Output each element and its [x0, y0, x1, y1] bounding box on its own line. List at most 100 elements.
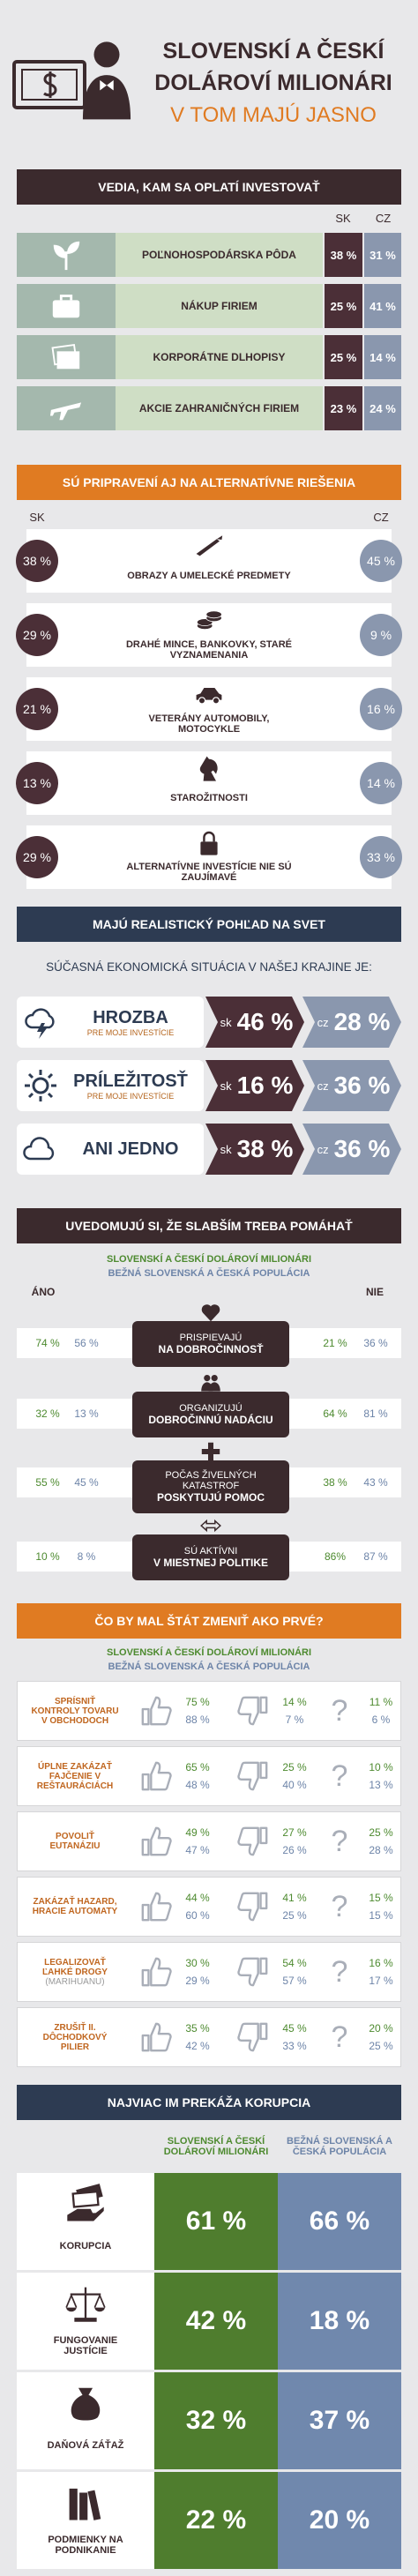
thumb-up	[139, 1825, 173, 1858]
icon-shape	[141, 2022, 172, 2052]
icon-shape	[141, 1892, 172, 1922]
icon-shape	[52, 300, 80, 318]
state-note: (MARIHUANU)	[45, 1976, 105, 1987]
no-values: 27 % 26 %	[273, 1811, 316, 1871]
unsure-symbol: ?	[331, 1824, 348, 1858]
thumb-up	[139, 2020, 173, 2054]
icon-shape	[23, 1137, 55, 1161]
unsure-values: 15 % 15 %	[360, 1877, 402, 1937]
icon-shape	[302, 1060, 401, 1111]
help-label-bold: DOBROČINNÚ NADÁCIU	[148, 1414, 273, 1426]
icon-shape	[141, 1696, 172, 1726]
corruption-label: KORUPCIA	[59, 2241, 112, 2251]
icon-shape	[237, 1957, 268, 1987]
icon-shape	[141, 1761, 172, 1791]
yes-values: 35 % 42 %	[176, 2007, 219, 2067]
yes-b: 48 %	[185, 1779, 210, 1791]
column-label: SK	[29, 510, 45, 524]
row-box	[17, 2007, 401, 2067]
icon-shape	[199, 756, 218, 781]
unsure-a: 16 %	[369, 1957, 393, 1969]
thumb-up	[139, 1694, 173, 1728]
icon-shape	[21, 69, 78, 101]
unsure-values: 16 % 17 %	[360, 1942, 402, 2002]
icon-shape	[69, 2488, 101, 2520]
column-label: CZ	[373, 510, 389, 524]
corruption-label: DAŇOVÁ ZÁŤAŽ	[47, 2440, 124, 2451]
cz-value: 14 %	[364, 335, 401, 379]
no-values: 41 % 25 %	[273, 1877, 316, 1937]
no-a: 38 %	[323, 1476, 347, 1489]
title-line: SLOVENSKÍ A ČESKÍ	[162, 38, 384, 63]
yes-b: 88 %	[185, 1714, 210, 1726]
outlook-note: PRE MOJE INVESTÍCIE	[86, 1091, 175, 1101]
icon-shape	[141, 2022, 172, 2052]
icon-shape	[66, 2307, 105, 2312]
corruption-icon	[62, 2383, 109, 2423]
icon-shape	[23, 1137, 55, 1161]
item-icon	[187, 755, 231, 783]
unsure-a: 15 %	[369, 1892, 393, 1904]
no-a: 86%	[324, 1550, 347, 1563]
yes-a: 44 %	[185, 1892, 210, 1904]
help-box: ORGANIZUJÚ DOBROČINNÚ NADÁCIU	[132, 1392, 289, 1437]
thumb-up	[139, 1759, 173, 1793]
sk-value: 25 %	[325, 284, 362, 328]
yes-values: 65 % 48 %	[176, 1746, 219, 1806]
cz-circle: 16 %	[360, 688, 402, 730]
icon-shape	[59, 295, 73, 301]
help-box: POČAS ŽIVELNÝCH KATASTROF POSKYTUJÚ POMOC	[132, 1460, 289, 1513]
item-icon	[187, 829, 231, 857]
corruption-label: FUNGOVANIE JUSTÍCIE	[53, 2335, 118, 2356]
row-label: NÁKUP FIRIEM	[116, 284, 323, 328]
icon-shape	[237, 1826, 268, 1856]
legend-a: SLOVENSKÍ A ČESKÍ DOLÁROVÍ MILIONÁRI	[106, 1254, 312, 1265]
label-group: PRÍLEŽITOSŤ PRE MOJE INVESTÍCIE	[60, 1060, 201, 1111]
icon-shape	[200, 1519, 221, 1533]
icon-shape	[53, 244, 66, 258]
icon-shape	[237, 1761, 268, 1791]
item-icon	[187, 533, 231, 561]
icon-shape	[201, 1442, 220, 1461]
label-box	[17, 997, 204, 1048]
icon-shape	[56, 351, 80, 370]
icon-shape	[196, 688, 222, 705]
section-subtitle: SÚČASNÁ EKONOMICKÁ SITUÁCIA V NAŠEJ KRAJ…	[46, 959, 372, 974]
unsure-symbol: ?	[331, 1954, 348, 1989]
icon-shape	[49, 402, 82, 421]
corruption-icon	[62, 2483, 109, 2523]
icon-shape	[71, 2387, 101, 2421]
cz-group: cz 36 %	[310, 1060, 398, 1111]
cz-value: 36 %	[333, 1071, 391, 1099]
person-icon	[81, 35, 132, 122]
icon-shape	[237, 1761, 268, 1791]
help-label: ORGANIZUJÚ	[179, 1403, 243, 1414]
sk-group: sk 46 %	[213, 997, 301, 1048]
icon-shape	[25, 1008, 55, 1029]
legend-a: SLOVENSKÍ A ČESKÍ DOLÁROVÍ MILIONÁRI	[106, 1647, 312, 1658]
cz-value: 36 %	[333, 1135, 391, 1162]
no-label: NIE	[365, 1286, 384, 1298]
row-icon	[49, 289, 84, 323]
sk-value: 46 %	[236, 1008, 294, 1035]
subtitle: V TOM MAJÚ JASNO	[170, 103, 377, 127]
unsure-values: 25 % 28 %	[360, 1811, 402, 1871]
item-label: STAROŽITNOSTI	[170, 793, 248, 803]
no-b: 25 %	[282, 1909, 307, 1922]
icon-shape	[302, 1060, 401, 1111]
no-a: 54 %	[282, 1957, 307, 1969]
help-icon	[198, 1302, 223, 1323]
yes-a: 10 %	[35, 1550, 60, 1563]
no-b: 33 %	[282, 2040, 307, 2052]
icon-shape	[200, 831, 218, 855]
icon-shape	[25, 1070, 56, 1101]
row-label: POĽNOHOSPODÁRSKA PÔDA	[116, 233, 323, 277]
item-label: DRAHÉ MINCE, BANKOVKY, STARÉ VYZNAMENANI…	[125, 639, 293, 661]
icon-shape	[67, 2206, 104, 2221]
cz-tag: cz	[317, 1015, 329, 1029]
title-line: DOLÁROVÍ MILIONÁRI	[154, 70, 392, 95]
no-a: 27 %	[282, 1826, 307, 1839]
yes-a: 35 %	[185, 2022, 210, 2035]
unsure-values: 10 % 13 %	[360, 1746, 402, 1806]
